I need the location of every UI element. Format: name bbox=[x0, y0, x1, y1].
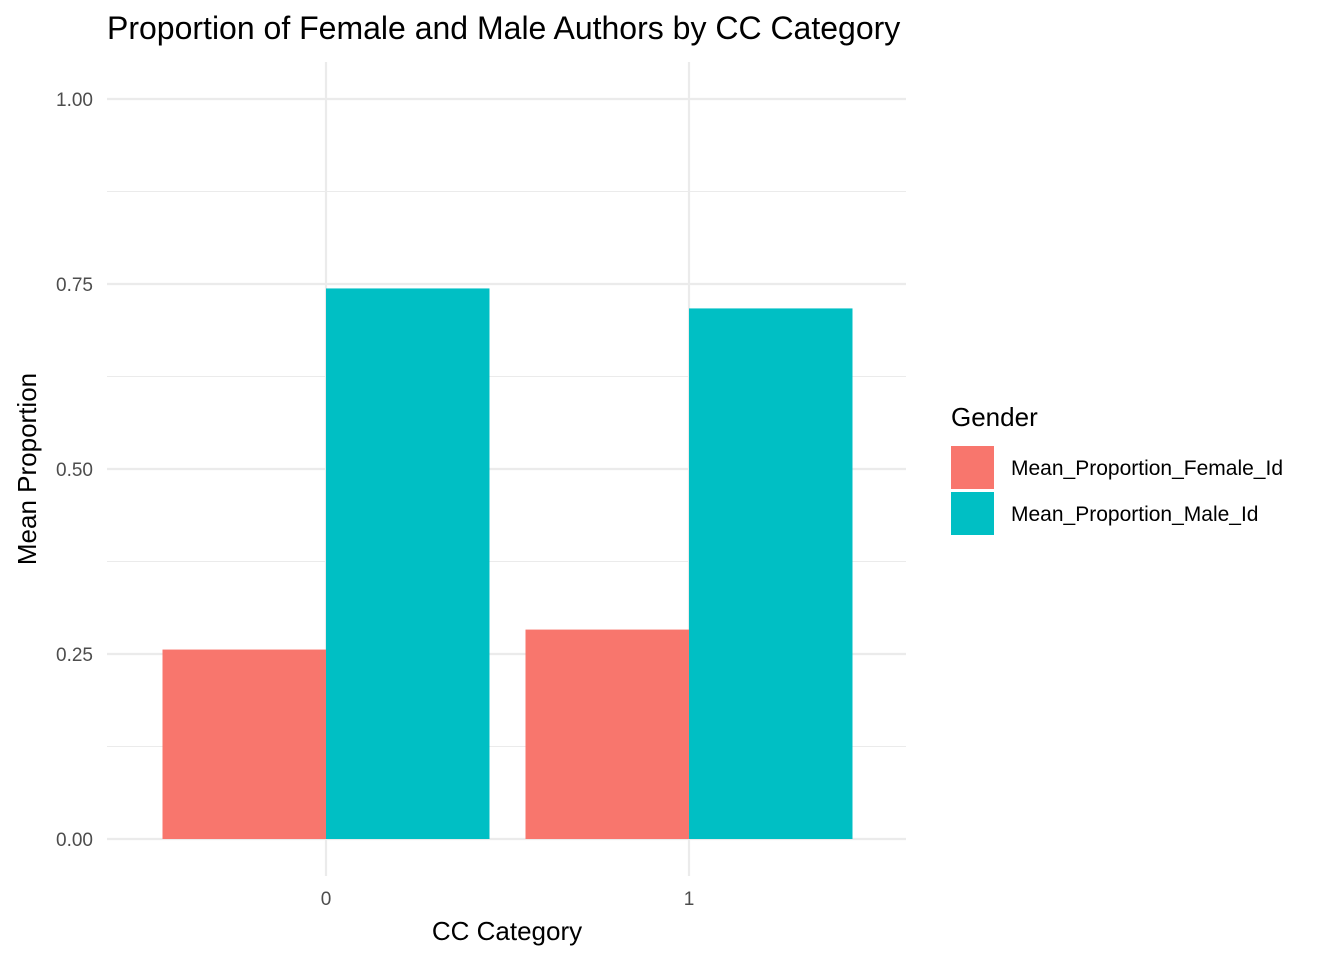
legend-swatch bbox=[951, 446, 994, 489]
y-tick-label: 0.75 bbox=[56, 275, 93, 296]
chart-title: Proportion of Female and Male Authors by… bbox=[107, 10, 900, 46]
legend-swatch bbox=[951, 492, 994, 535]
bar-Mean_Proportion_Male_Id-0 bbox=[326, 288, 490, 839]
x-tick-label: 0 bbox=[321, 889, 332, 910]
y-tick-label: 0.25 bbox=[56, 645, 93, 666]
y-tick-label: 0.00 bbox=[56, 830, 93, 851]
bar-Mean_Proportion_Female_Id-0 bbox=[162, 649, 326, 839]
legend: Gender Mean_Proportion_Female_Id Mean_Pro… bbox=[951, 402, 1283, 535]
bars-group bbox=[162, 288, 853, 839]
bar-Mean_Proportion_Female_Id-1 bbox=[525, 629, 689, 839]
y-axis-title: Mean Proportion bbox=[12, 373, 42, 565]
y-tick-label: 1.00 bbox=[56, 90, 93, 111]
legend-title: Gender bbox=[951, 402, 1038, 432]
y-axis-ticks: 0.00 0.25 0.50 0.75 1.00 bbox=[56, 90, 93, 851]
bar-Mean_Proportion_Male_Id-1 bbox=[689, 308, 853, 839]
y-tick-label: 0.50 bbox=[56, 460, 93, 481]
x-tick-label: 1 bbox=[684, 889, 695, 910]
x-axis-title: CC Category bbox=[432, 916, 582, 946]
legend-label: Mean_Proportion_Male_Id bbox=[1011, 503, 1259, 526]
legend-label: Mean_Proportion_Female_Id bbox=[1011, 457, 1283, 480]
